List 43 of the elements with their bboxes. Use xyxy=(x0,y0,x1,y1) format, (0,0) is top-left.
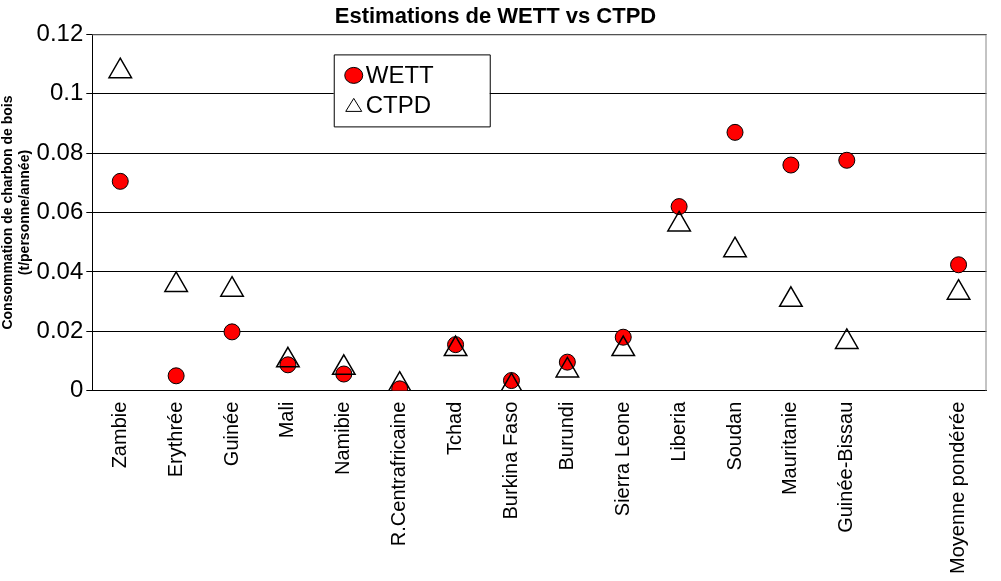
x-tick-label: Mauritanie xyxy=(778,401,801,496)
point xyxy=(220,275,245,297)
x-tick-label: R.Centrafricaine xyxy=(387,401,410,547)
point xyxy=(164,271,189,293)
point xyxy=(838,151,856,169)
y-tick-label: 0.02 xyxy=(36,315,84,343)
point xyxy=(499,372,524,391)
point xyxy=(331,354,356,376)
x-tick-label: Tchad xyxy=(443,401,466,456)
x-tick-label: Namibie xyxy=(331,401,354,476)
legend-label: WETT xyxy=(365,61,435,89)
x-tick-label: Zambie xyxy=(107,401,130,469)
y-tick-label: 0.1 xyxy=(49,78,84,106)
point xyxy=(834,328,859,350)
x-tick-label: Erythrée xyxy=(163,401,186,478)
x-tick-label: Guinée xyxy=(219,401,242,467)
y-tick-label: 0.08 xyxy=(36,137,84,165)
point xyxy=(782,156,800,174)
point xyxy=(111,172,129,190)
point xyxy=(778,286,803,308)
x-tick-label: Burundi xyxy=(554,401,577,471)
y-tick-label: 0.12 xyxy=(36,19,84,47)
chart-title: Estimations de WETT vs CTPD xyxy=(334,3,657,29)
x-tick-label: Soudan xyxy=(722,401,745,471)
x-tick-label: Moyenne pondérée xyxy=(946,401,969,575)
point xyxy=(667,210,692,232)
x-tick-label: Sierra Leone xyxy=(610,401,633,517)
y-axis-title: Consommation de charbon de bois (t/personne/année) xyxy=(0,95,33,330)
y-tick-label: 0.06 xyxy=(36,197,84,225)
point xyxy=(726,123,744,141)
y-tick-label: 0.04 xyxy=(36,256,84,284)
x-tick-label: Guinée-Bissau xyxy=(834,401,857,533)
point xyxy=(723,236,748,258)
point xyxy=(946,278,971,300)
point xyxy=(611,335,636,357)
x-tick-label: Mali xyxy=(275,401,298,439)
point xyxy=(555,356,580,378)
point xyxy=(275,346,300,368)
point xyxy=(670,198,688,216)
y-tick-label: 0 xyxy=(69,375,84,403)
legend-label: CTPD xyxy=(365,91,432,119)
x-tick-label: Burkina Faso xyxy=(498,401,521,520)
x-tick-label: Liberia xyxy=(666,400,689,462)
